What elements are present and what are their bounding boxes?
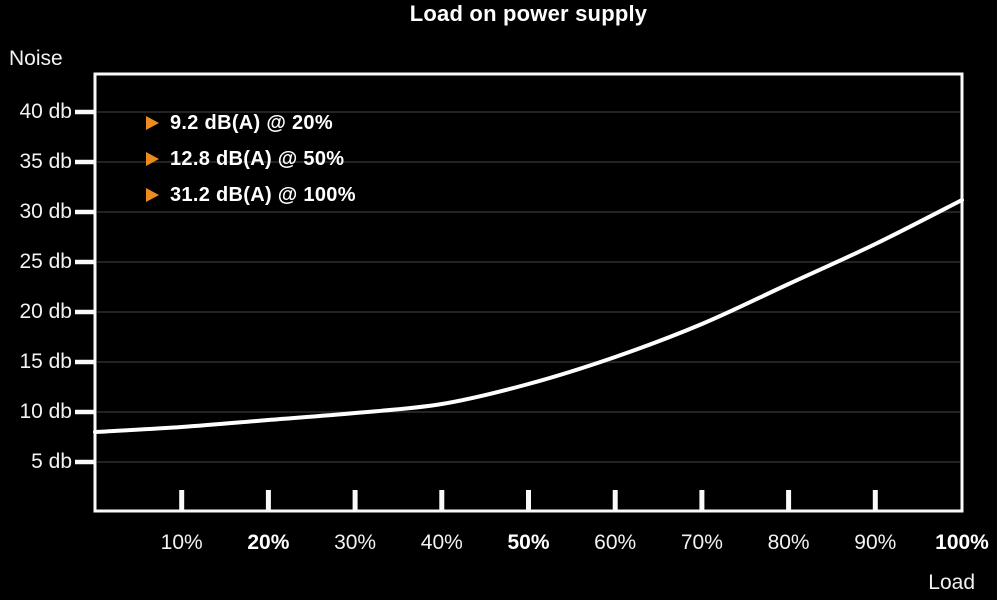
legend-item: 9.2 dB(A) @ 20% — [146, 110, 356, 136]
x-tick-label: 10% — [160, 531, 203, 554]
y-tick-label: 30 db — [19, 200, 72, 223]
legend-item: 12.8 dB(A) @ 50% — [146, 146, 356, 172]
y-tick-label: 5 db — [31, 450, 72, 473]
legend-item: 31.2 dB(A) @ 100% — [146, 182, 356, 208]
y-tick-label: 40 db — [19, 100, 72, 123]
x-tick-label: 70% — [680, 531, 723, 554]
x-tick-label: 80% — [767, 531, 810, 554]
y-tick-label: 10 db — [19, 400, 72, 423]
legend-item-label: 31.2 dB(A) @ 100% — [170, 183, 356, 206]
x-tick-label: 90% — [854, 531, 897, 554]
legend: 9.2 dB(A) @ 20% 12.8 dB(A) @ 50% 31.2 dB(A… — [146, 110, 356, 218]
y-tick-label: 25 db — [19, 250, 72, 273]
x-tick-label: 20% — [247, 531, 290, 554]
y-tick-label: 35 db — [19, 150, 72, 173]
x-tick-label: 100% — [935, 531, 989, 554]
y-axis-title: Noise — [9, 47, 63, 70]
x-tick-label: 50% — [507, 531, 550, 554]
x-tick-label: 60% — [594, 531, 637, 554]
x-tick-label: 30% — [334, 531, 377, 554]
chart-title: Load on power supply — [409, 1, 648, 26]
triangle-right-icon — [146, 116, 159, 130]
y-tick-label: 20 db — [19, 300, 72, 323]
x-tick-label: 40% — [420, 531, 463, 554]
triangle-right-icon — [146, 188, 159, 202]
legend-item-label: 12.8 dB(A) @ 50% — [170, 147, 345, 170]
y-tick-label: 15 db — [19, 350, 72, 373]
legend-item-label: 9.2 dB(A) @ 20% — [170, 111, 333, 134]
plot-border — [93, 72, 964, 513]
x-axis-title: Load — [928, 571, 975, 594]
triangle-right-icon — [146, 152, 159, 166]
noise-curve — [93, 198, 964, 434]
